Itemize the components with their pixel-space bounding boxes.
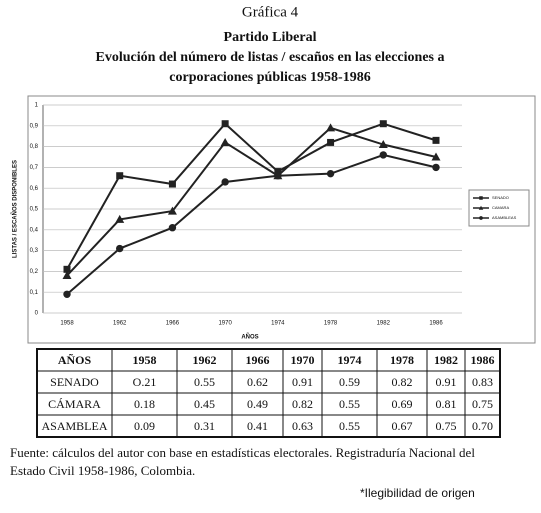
marker [379,151,387,159]
table-cell: O.21 [133,375,157,389]
y-tick-label: 1 [35,103,39,109]
table-header: 1970 [291,353,315,367]
table-cell: 0.75 [436,419,457,433]
series-line [66,122,437,270]
x-tick-label: 1966 [166,321,180,327]
table-cell: 0.63 [292,419,313,433]
table-cell: 0.91 [436,375,457,389]
y-axis-label: LISTAS / ESCAÑOS DISPONIBLES [12,160,19,258]
table-cell: 0.31 [194,419,215,433]
table-cell: 0.82 [392,375,413,389]
y-tick-label: 0,2 [30,269,39,275]
legend-label: ASAMBLEAS [492,215,517,220]
y-tick-label: 0,6 [30,186,39,192]
marker [431,152,441,161]
chart-subtitle: Evolución del número de listas / escaños… [96,50,445,65]
table-cell: 0.82 [292,397,313,411]
table-cell: 0.69 [392,397,413,411]
x-tick-label: 1974 [271,321,285,327]
chart-subtitle: corporaciones públicas 1958-1986 [169,70,370,85]
table-cell: 0.91 [292,375,313,389]
table-cell: 0.55 [339,419,360,433]
table-cell: 0.49 [247,397,268,411]
y-tick-label: 0,9 [30,123,39,129]
table-header: 1982 [434,353,458,367]
table-header: AÑOS [58,353,92,367]
marker [116,172,124,180]
table-cell: 0.75 [472,397,493,411]
legend-marker [479,196,483,200]
y-tick-label: 0 [35,311,39,317]
table-cell: ASAMBLEA [41,419,107,433]
table-cell: 0.62 [247,375,268,389]
table-cell: 0.55 [339,397,360,411]
legend-marker [479,216,483,220]
chart-frame [27,95,536,344]
x-tick-label: 1970 [218,321,232,327]
table-header: 1958 [133,353,157,367]
marker [327,138,335,146]
marker [221,120,229,128]
table-cell: 0.59 [339,375,360,389]
y-tick-label: 0,4 [30,227,39,233]
marker [62,271,72,280]
marker [220,137,230,146]
legend-label: SENADO [492,195,509,200]
table-header: 1986 [471,353,495,367]
marker [379,120,387,128]
table-cell: 0.83 [472,375,493,389]
y-tick-label: 0,7 [30,165,39,171]
marker [326,169,335,178]
table-header: 1966 [246,353,270,367]
marker [168,224,177,232]
series-line [66,126,437,277]
table-cell: 0.81 [436,397,457,411]
table-header: 1974 [338,353,362,367]
series-line [66,153,437,296]
table-cell: 0.67 [392,419,413,433]
table-cell: 0.70 [472,419,493,433]
table-header: 1978 [390,353,414,367]
x-tick-label: 1958 [60,321,74,327]
table-header: 1962 [193,353,217,367]
table-cell: 0.55 [194,375,215,389]
legend-marker [478,205,484,210]
table-cell: 0.09 [134,419,155,433]
marker [63,265,71,273]
chart-title: Partido Liberal [224,30,317,45]
x-tick-label: 1962 [113,321,127,327]
marker [167,206,177,215]
note: *Ilegibilidad de origen [360,486,475,500]
marker [221,178,229,186]
marker [115,214,125,223]
x-tick-label: 1986 [429,321,443,327]
marker [326,123,336,132]
marker [116,244,124,253]
source: Estado Civil 1958-1986, Colombia. [10,463,195,478]
marker [378,140,388,149]
kicker: Gráfica 4 [242,4,299,20]
source: Fuente: cálculos del autor con base en e… [10,445,475,460]
y-tick-label: 0,8 [30,144,39,150]
y-tick-label: 0,3 [30,248,39,254]
marker [432,163,440,172]
marker [274,172,282,180]
x-axis-label: AÑOS [241,334,258,341]
table-cell: SENADO [50,375,99,389]
table-cell: CÁMARA [48,397,101,411]
legend-label: CAMARA [492,205,509,210]
y-tick-label: 0,5 [30,207,39,213]
marker [63,290,71,298]
marker [168,180,176,188]
table-cell: 0.41 [247,419,268,433]
table-cell: 0.18 [134,397,155,411]
y-tick-label: 0,1 [30,290,39,296]
x-tick-label: 1978 [324,321,338,327]
table-cell: 0.45 [194,397,215,411]
marker [432,136,440,144]
x-tick-label: 1982 [377,321,391,327]
